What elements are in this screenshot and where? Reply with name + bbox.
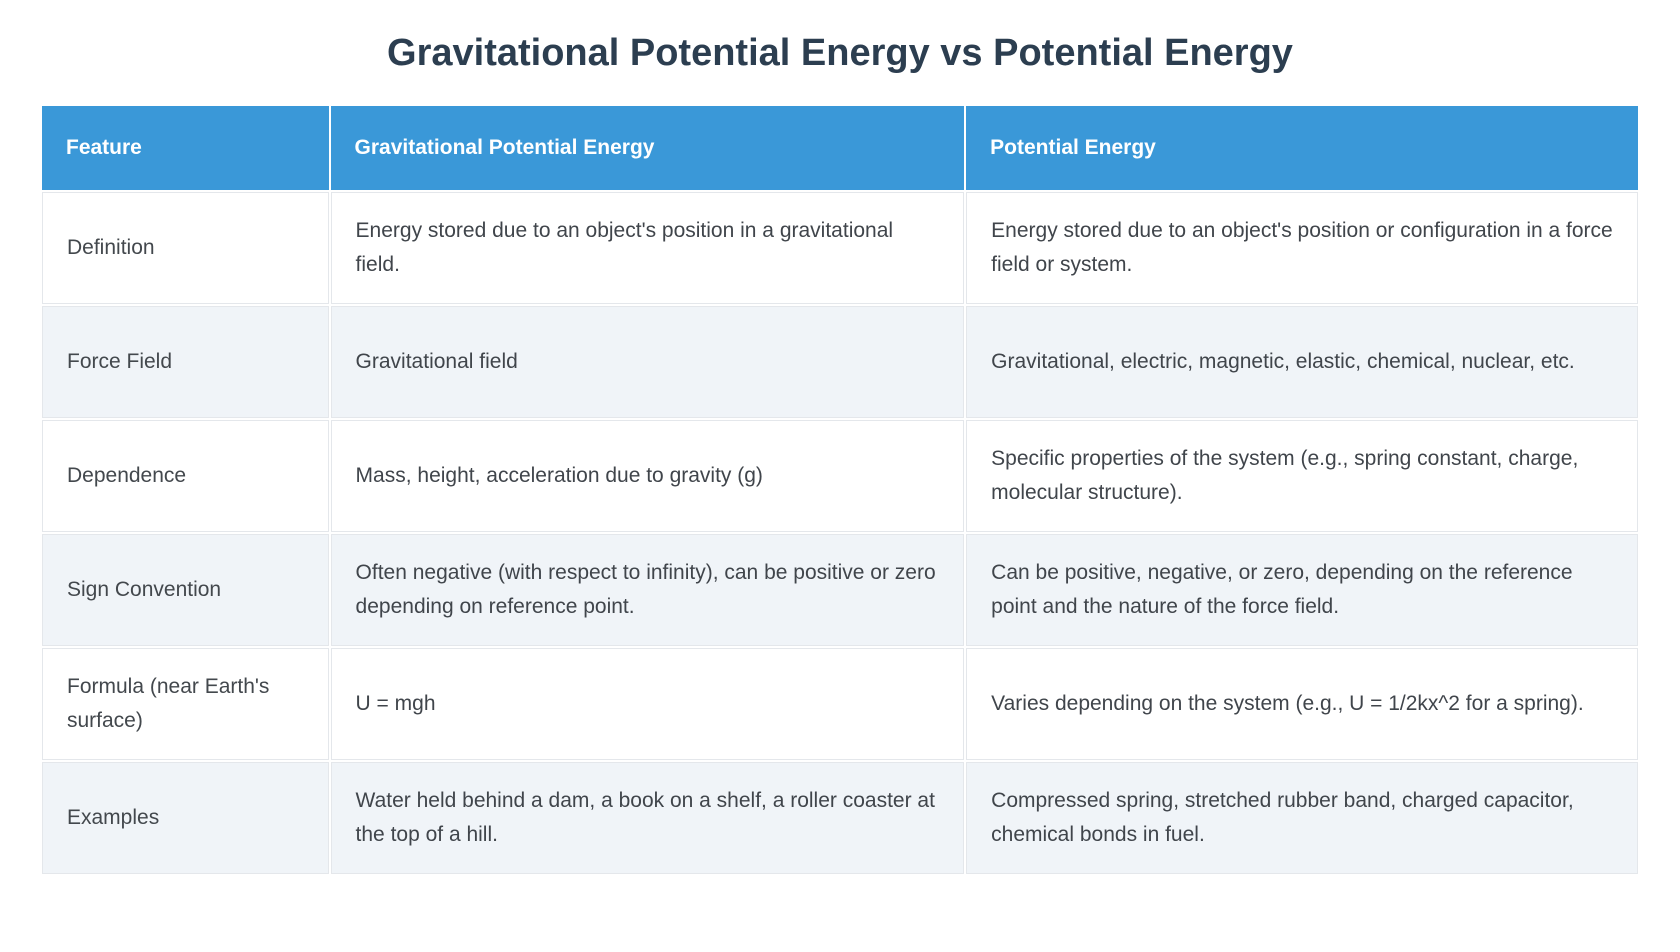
gravitational-potential-energy-cell: Mass, height, acceleration due to gravit… (330, 420, 965, 532)
potential-energy-cell: Specific properties of the system (e.g.,… (966, 420, 1638, 532)
table-body: Definition Energy stored due to an object… (42, 192, 1638, 874)
feature-cell: Definition (42, 192, 329, 304)
feature-cell: Dependence (42, 420, 329, 532)
gravitational-potential-energy-cell: Water held behind a dam, a book on a she… (330, 762, 965, 874)
table-row: Formula (near Earth's surface) U = mgh Var… (42, 648, 1638, 760)
gravitational-potential-energy-cell: Gravitational field (330, 306, 965, 418)
potential-energy-cell: Varies depending on the system (e.g., U … (966, 648, 1638, 760)
page: Gravitational Potential Energy vs Potent… (0, 30, 1680, 952)
table-row: Sign Convention Often negative (with resp… (42, 534, 1638, 646)
column-header-feature: Feature (42, 106, 329, 190)
potential-energy-cell: Gravitational, electric, magnetic, elast… (966, 306, 1638, 418)
column-header-potential-energy: Potential Energy (966, 106, 1638, 190)
feature-cell: Force Field (42, 306, 329, 418)
table-row: Definition Energy stored due to an object… (42, 192, 1638, 304)
gravitational-potential-energy-cell: Often negative (with respect to infinity… (330, 534, 965, 646)
column-header-gravitational-potential-energy: Gravitational Potential Energy (330, 106, 965, 190)
potential-energy-cell: Can be positive, negative, or zero, depe… (966, 534, 1638, 646)
table-row: Examples Water held behind a dam, a book … (42, 762, 1638, 874)
potential-energy-cell: Energy stored due to an object's positio… (966, 192, 1638, 304)
feature-cell: Examples (42, 762, 329, 874)
gravitational-potential-energy-cell: Energy stored due to an object's positio… (330, 192, 965, 304)
comparison-table: Feature Gravitational Potential Energy P… (40, 104, 1640, 876)
feature-cell: Formula (near Earth's surface) (42, 648, 329, 760)
potential-energy-cell: Compressed spring, stretched rubber band… (966, 762, 1638, 874)
feature-cell: Sign Convention (42, 534, 329, 646)
table-row: Force Field Gravitational field Gravitatio… (42, 306, 1638, 418)
table-header-row: Feature Gravitational Potential Energy P… (42, 106, 1638, 190)
table-row: Dependence Mass, height, acceleration due… (42, 420, 1638, 532)
gravitational-potential-energy-cell: U = mgh (330, 648, 965, 760)
page-title: Gravitational Potential Energy vs Potent… (387, 32, 1293, 74)
